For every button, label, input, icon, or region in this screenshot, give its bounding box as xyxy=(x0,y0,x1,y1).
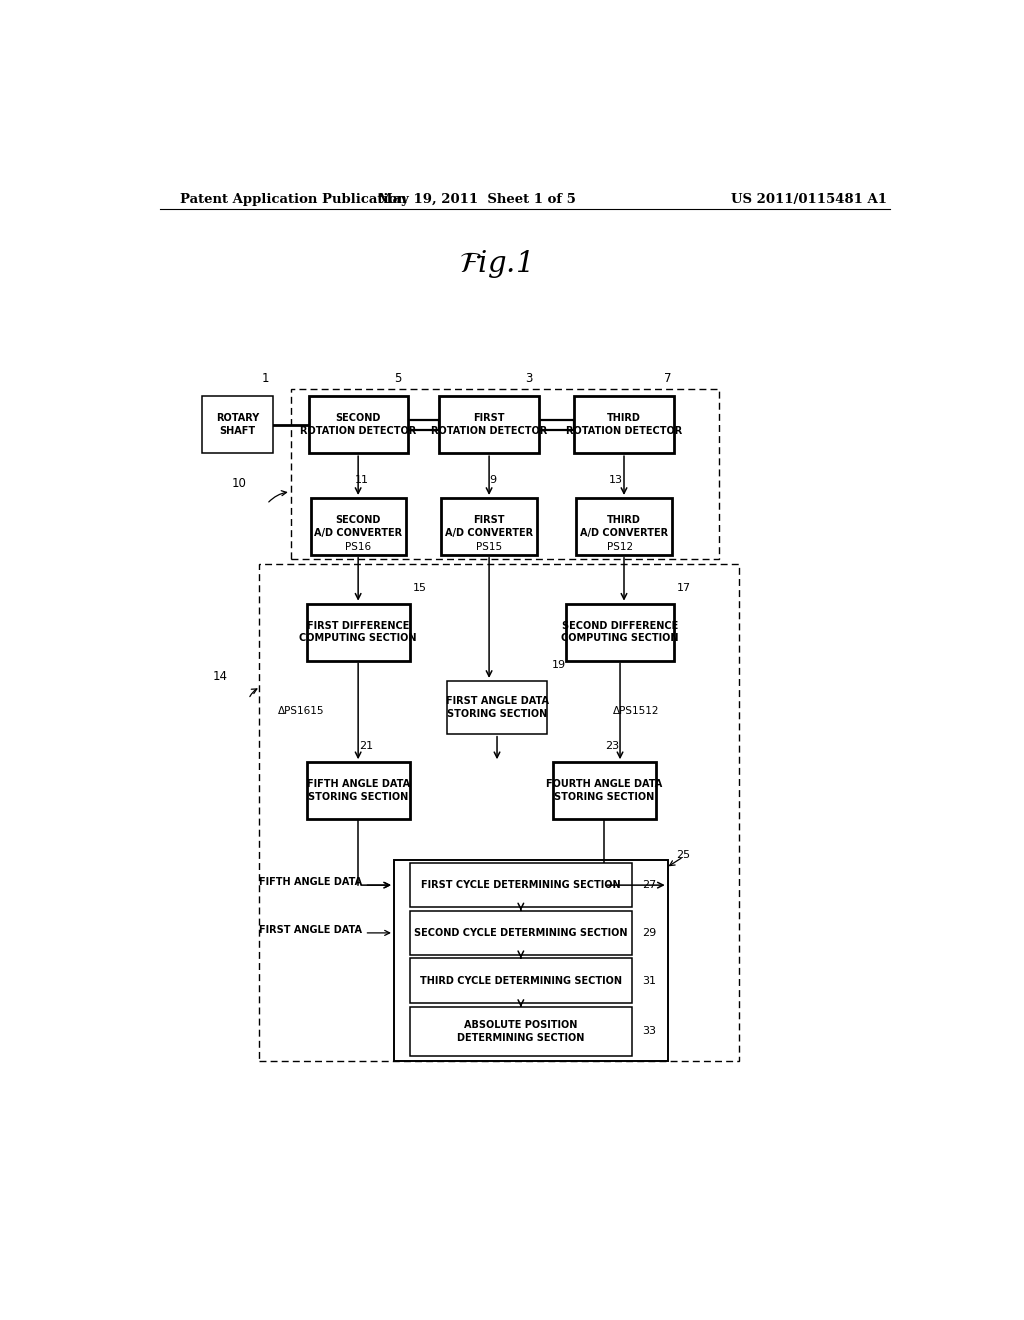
Text: US 2011/0115481 A1: US 2011/0115481 A1 xyxy=(731,193,887,206)
Text: FIRST
A/D CONVERTER: FIRST A/D CONVERTER xyxy=(445,515,534,537)
Bar xyxy=(291,389,719,558)
Text: 15: 15 xyxy=(413,583,427,593)
Text: 17: 17 xyxy=(677,583,690,593)
Bar xyxy=(306,762,410,818)
Bar xyxy=(577,498,672,554)
Bar xyxy=(574,396,674,453)
Text: ΔPS1512: ΔPS1512 xyxy=(612,706,659,717)
Text: FIRST ANGLE DATA
STORING SECTION: FIRST ANGLE DATA STORING SECTION xyxy=(445,696,549,718)
Text: FIFTH ANGLE DATA: FIFTH ANGLE DATA xyxy=(259,876,362,887)
Text: ΔPS1615: ΔPS1615 xyxy=(278,706,325,717)
Bar xyxy=(310,498,406,554)
Text: 21: 21 xyxy=(359,741,373,751)
Text: $\mathcal{F}$ig.1: $\mathcal{F}$ig.1 xyxy=(459,248,530,280)
Bar xyxy=(202,396,273,453)
Text: THIRD
ROTATION DETECTOR: THIRD ROTATION DETECTOR xyxy=(566,413,682,436)
Text: SECOND DIFFERENCE
COMPUTING SECTION: SECOND DIFFERENCE COMPUTING SECTION xyxy=(561,620,679,643)
Text: 11: 11 xyxy=(355,475,369,484)
Text: FIRST DIFFERENCE
COMPUTING SECTION: FIRST DIFFERENCE COMPUTING SECTION xyxy=(299,620,417,643)
Text: FIRST CYCLE DETERMINING SECTION: FIRST CYCLE DETERMINING SECTION xyxy=(421,880,621,890)
Text: 31: 31 xyxy=(642,975,656,986)
Text: SECOND CYCLE DETERMINING SECTION: SECOND CYCLE DETERMINING SECTION xyxy=(414,928,628,939)
Bar xyxy=(410,863,632,907)
Text: 1: 1 xyxy=(261,372,269,385)
Text: Patent Application Publication: Patent Application Publication xyxy=(179,193,407,206)
Text: SECOND
ROTATION DETECTOR: SECOND ROTATION DETECTOR xyxy=(300,413,417,436)
Bar xyxy=(410,958,632,1003)
Text: FIRST
ROTATION DETECTOR: FIRST ROTATION DETECTOR xyxy=(431,413,547,436)
Text: 5: 5 xyxy=(394,372,401,385)
Text: FIFTH ANGLE DATA
STORING SECTION: FIFTH ANGLE DATA STORING SECTION xyxy=(306,779,410,803)
Text: 23: 23 xyxy=(605,741,620,751)
Bar xyxy=(394,859,668,1061)
Text: 10: 10 xyxy=(231,477,247,490)
Text: 25: 25 xyxy=(677,850,690,859)
Text: 14: 14 xyxy=(213,671,227,684)
Text: 3: 3 xyxy=(525,372,532,385)
Text: THIRD CYCLE DETERMINING SECTION: THIRD CYCLE DETERMINING SECTION xyxy=(420,975,622,986)
Bar xyxy=(259,564,739,1061)
Bar xyxy=(553,762,655,818)
Bar xyxy=(306,603,410,660)
Text: 19: 19 xyxy=(552,660,565,669)
Text: FIRST ANGLE DATA: FIRST ANGLE DATA xyxy=(259,925,362,935)
Bar xyxy=(410,1007,632,1056)
Text: May 19, 2011  Sheet 1 of 5: May 19, 2011 Sheet 1 of 5 xyxy=(378,193,577,206)
Text: PS12: PS12 xyxy=(607,541,633,552)
Text: SECOND
A/D CONVERTER: SECOND A/D CONVERTER xyxy=(314,515,402,537)
Text: ROTARY
SHAFT: ROTARY SHAFT xyxy=(216,413,259,436)
Text: PS16: PS16 xyxy=(345,541,372,552)
Bar xyxy=(447,681,547,734)
Text: 33: 33 xyxy=(642,1027,656,1036)
Text: PS15: PS15 xyxy=(476,541,502,552)
Text: 7: 7 xyxy=(664,372,672,385)
Bar xyxy=(410,911,632,956)
Bar xyxy=(308,396,408,453)
Bar xyxy=(566,603,674,660)
Bar xyxy=(439,396,539,453)
Text: 9: 9 xyxy=(489,475,497,484)
Text: THIRD
A/D CONVERTER: THIRD A/D CONVERTER xyxy=(580,515,668,537)
Text: ABSOLUTE POSITION
DETERMINING SECTION: ABSOLUTE POSITION DETERMINING SECTION xyxy=(457,1020,585,1043)
Text: 27: 27 xyxy=(642,880,656,890)
Bar xyxy=(441,498,537,554)
Text: 29: 29 xyxy=(642,928,656,939)
Text: 13: 13 xyxy=(609,475,623,484)
Text: FOURTH ANGLE DATA
STORING SECTION: FOURTH ANGLE DATA STORING SECTION xyxy=(546,779,663,803)
